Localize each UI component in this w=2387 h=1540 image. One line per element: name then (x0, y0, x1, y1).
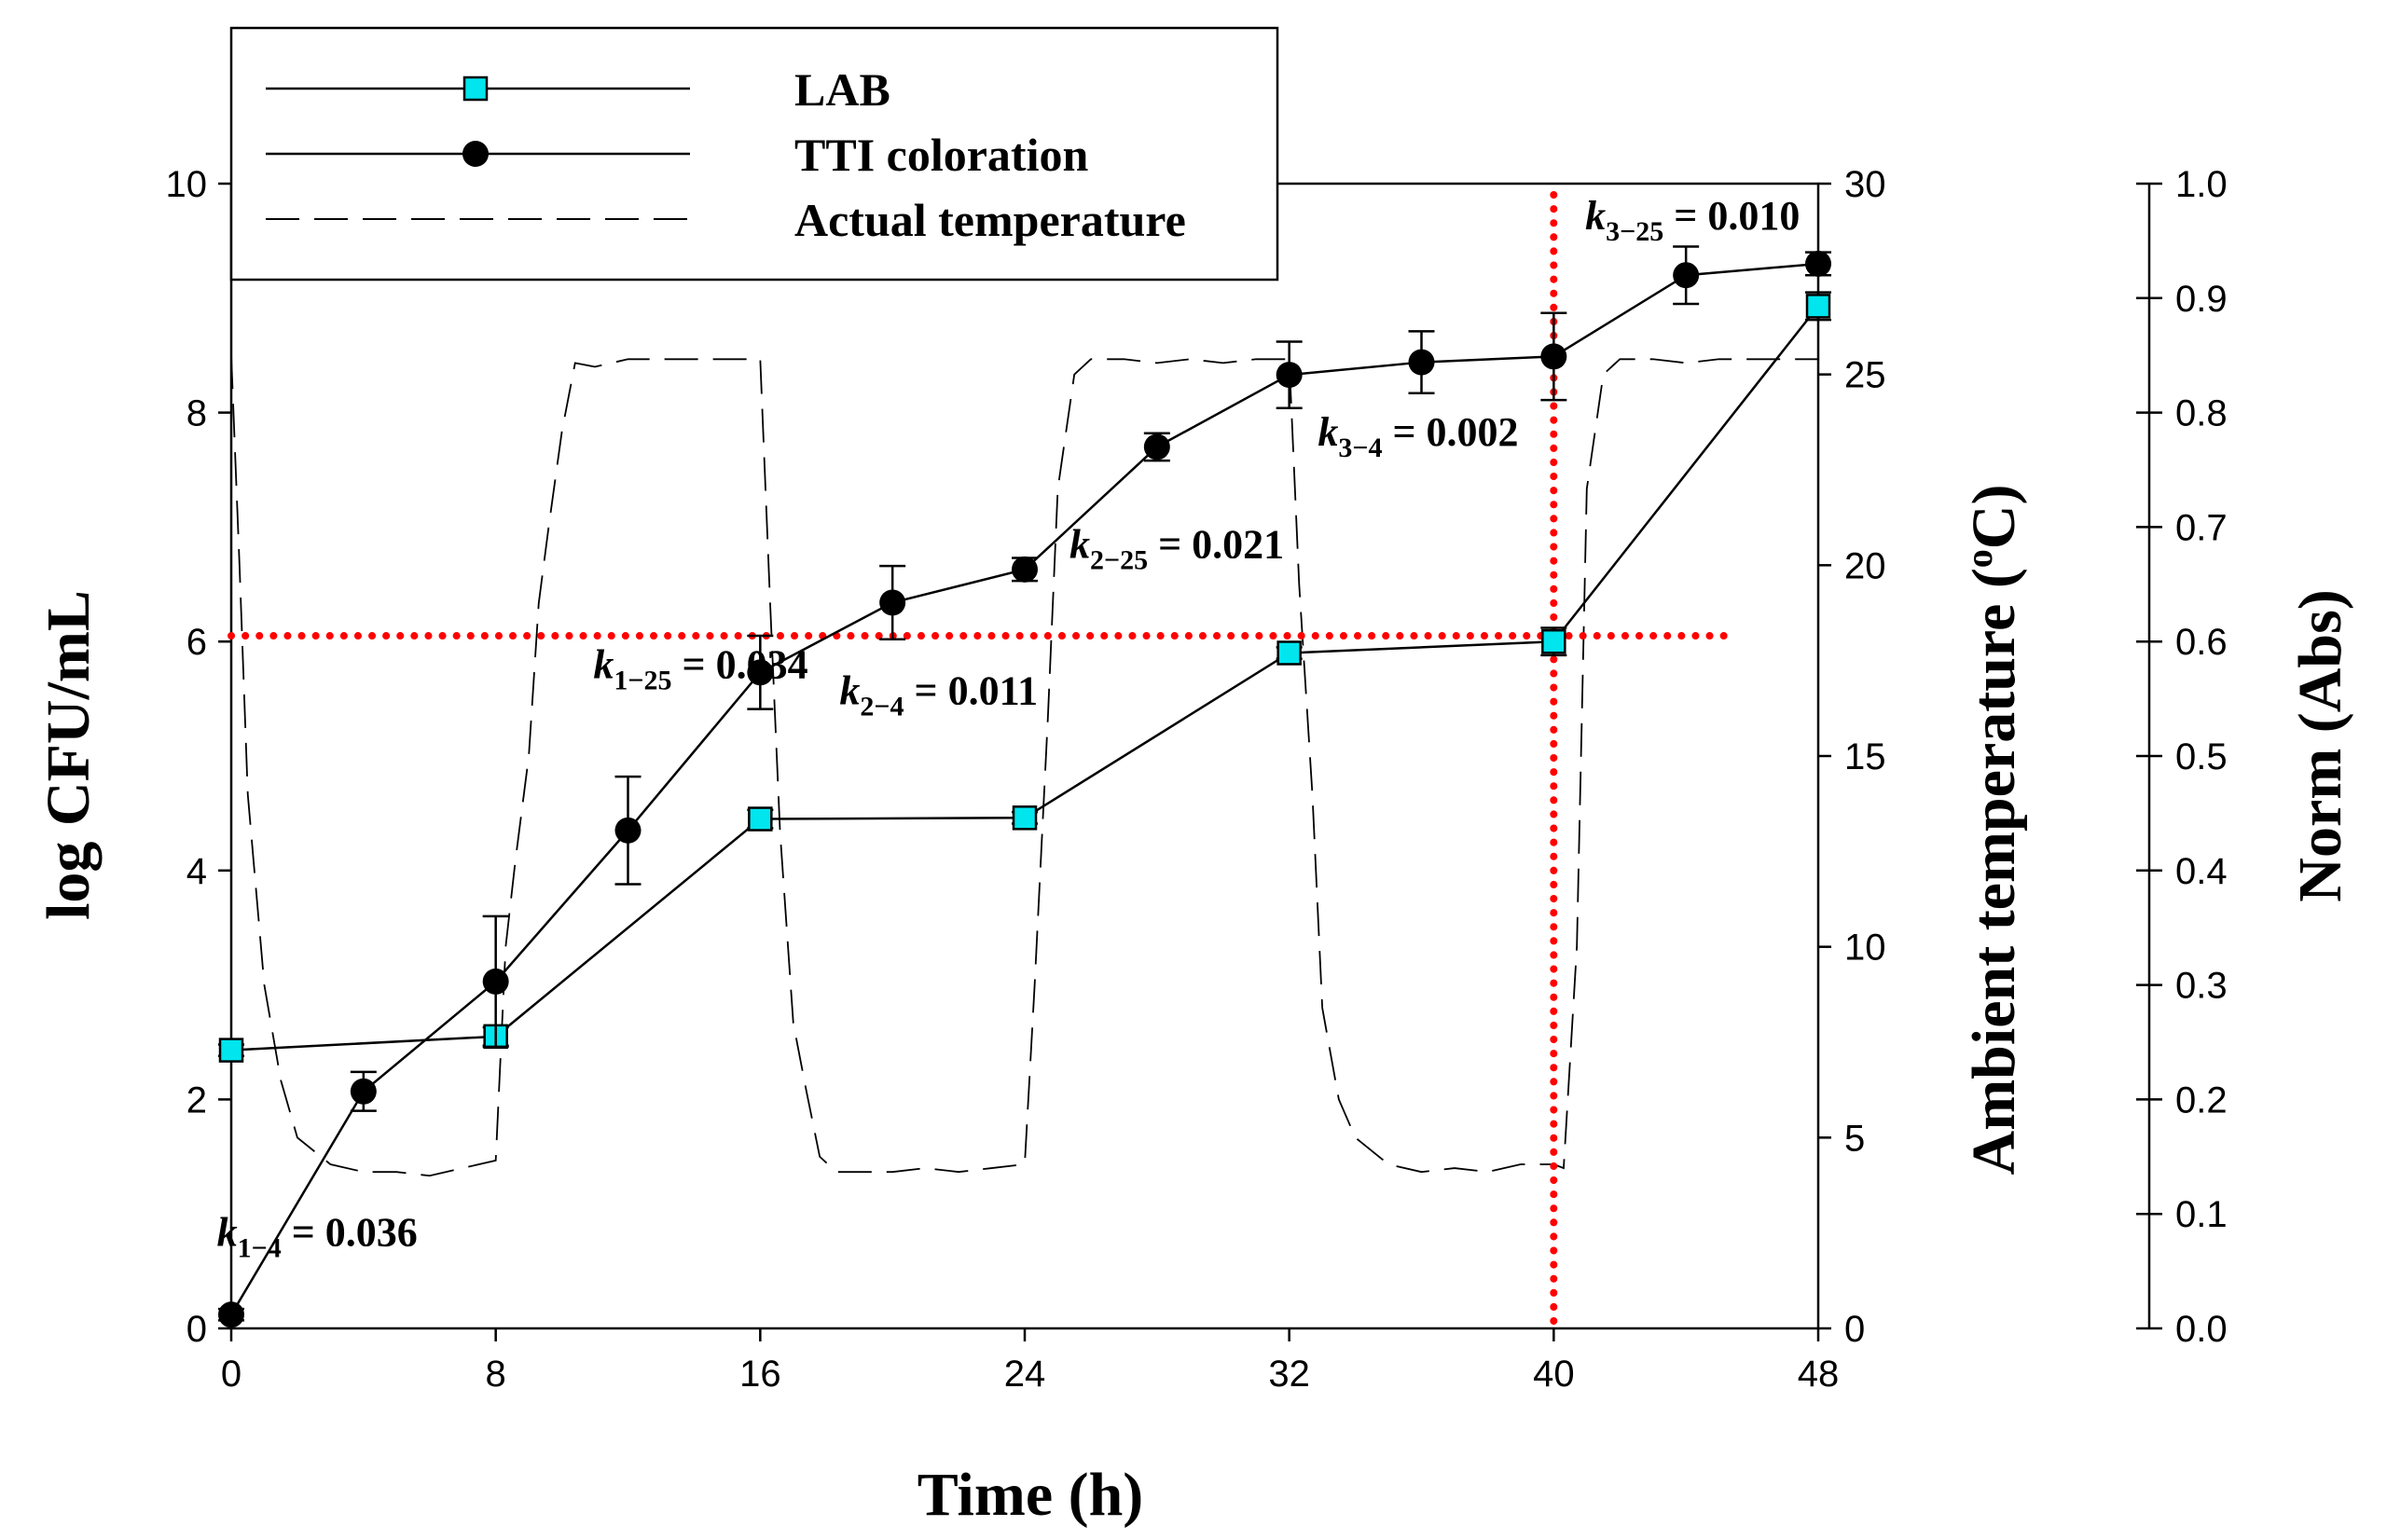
rate-annotation: k2−4 = 0.011 (839, 668, 1038, 722)
y3-axis-title: Norm (Abs) (2286, 589, 2354, 901)
y-axis-title: log CFU/mL (34, 590, 103, 920)
rate-annotation-value: = 0.011 (904, 668, 1039, 714)
lab-point (1276, 640, 1302, 666)
y3-tick-label: 0.5 (2175, 736, 2228, 777)
tti-point (879, 589, 906, 616)
y-tick-label: 0 (186, 1309, 207, 1350)
data-series (218, 245, 1831, 1328)
y2-axis-title-sup: o (1958, 549, 2000, 568)
y2-axis-title: Ambient temperature (oC) (1958, 485, 2028, 1176)
y3-tick-label: 0.1 (2175, 1194, 2228, 1235)
tti-point (1143, 433, 1170, 461)
y2-axis-title-open: ( (1960, 568, 2028, 588)
rate-annotation: k3−4 = 0.002 (1318, 409, 1518, 463)
rate-annotation: k1−25 = 0.034 (593, 641, 807, 695)
lab-point (748, 806, 773, 832)
x-tick-label: 8 (486, 1354, 506, 1395)
rate-annotation: k3−25 = 0.010 (1585, 193, 1800, 247)
tti-point (1540, 343, 1567, 370)
y3-tick-label: 0.2 (2175, 1079, 2228, 1121)
lab-point (1805, 294, 1831, 319)
x-tick-label: 0 (221, 1354, 241, 1395)
y-tick-label: 4 (186, 851, 207, 892)
y3-tick-label: 1.0 (2175, 164, 2228, 205)
y3-tick-label: 0.9 (2175, 279, 2228, 320)
tti-point (218, 1301, 244, 1328)
x-tick-label: 32 (1268, 1354, 1310, 1395)
y2-tick-label: 30 (1844, 164, 1886, 205)
rate-annotation-value: = 0.036 (282, 1210, 418, 1256)
x-axis-title: Time (h) (918, 1461, 1144, 1529)
x-tick-label: 40 (1533, 1354, 1575, 1395)
rate-annotation: k1−4 = 0.036 (217, 1210, 418, 1264)
legend-marker-tti (462, 141, 489, 167)
rate-annotation-k: k (839, 668, 860, 714)
y-tick-label: 10 (166, 164, 208, 205)
legend-label-tti: TTI coloration (794, 129, 1088, 181)
x-tick-label: 24 (1004, 1354, 1046, 1395)
legend-marker-lab (462, 76, 489, 102)
y3-tick-label: 0.4 (2175, 851, 2228, 892)
tti-point (1805, 250, 1831, 277)
y2-tick-label: 15 (1844, 736, 1886, 777)
reference-lines (228, 191, 1730, 1332)
rate-annotation-value: = 0.034 (672, 641, 808, 687)
tti-point (614, 817, 642, 844)
rate-annotation-sub: 1−4 (238, 1233, 282, 1264)
legend-label-temp: Actual temperature (794, 194, 1186, 246)
rate-annotation-sub: 2−25 (1090, 545, 1148, 576)
tti-point (1408, 349, 1435, 376)
lab-point (1541, 628, 1566, 654)
rate-annotation-k: k (593, 641, 614, 687)
x-tick-label: 16 (739, 1354, 781, 1395)
temperature-line (230, 355, 1818, 1177)
y-tick-label: 2 (186, 1079, 207, 1121)
legend-label-lab: LAB (794, 63, 890, 116)
lab-point (1012, 805, 1038, 831)
lab-point (218, 1038, 244, 1063)
tti-point (1276, 362, 1303, 389)
y2-tick-label: 0 (1844, 1309, 1865, 1350)
rate-annotation-k: k (217, 1210, 238, 1256)
y-tick-label: 6 (186, 622, 207, 663)
rate-annotation-sub: 1−25 (614, 665, 671, 695)
tti-point (1012, 556, 1038, 583)
y2-tick-label: 20 (1844, 545, 1886, 586)
y3-tick-label: 0.6 (2175, 622, 2228, 663)
rate-annotation-k: k (1069, 522, 1090, 568)
rate-annotation: k2−25 = 0.021 (1069, 522, 1284, 576)
rate-annotation-sub: 3−25 (1606, 216, 1663, 247)
rate-annotation-value: = 0.021 (1148, 522, 1284, 568)
y2-tick-label: 5 (1844, 1118, 1865, 1159)
tti-point (350, 1078, 377, 1105)
y3-tick-label: 0.8 (2175, 393, 2228, 434)
y2-tick-label: 10 (1844, 928, 1886, 969)
rate-annotation-sub: 2−4 (860, 692, 904, 722)
rate-annotation-k: k (1318, 409, 1338, 455)
rate-annotation-sub: 3−4 (1338, 433, 1382, 463)
y2-axis-title-unit: C) (1960, 485, 2028, 550)
y3-tick-label: 0.7 (2175, 507, 2228, 548)
y3-tick-label: 0.0 (2175, 1309, 2228, 1350)
rate-annotation-k: k (1585, 193, 1606, 239)
rate-annotation-value: = 0.010 (1663, 193, 1800, 239)
temperature-series (230, 355, 1818, 1177)
tti-point (1673, 262, 1700, 289)
tti-point (482, 968, 509, 995)
tti-point (747, 659, 774, 686)
legend: LAB TTI coloration Actual temperature (229, 26, 1279, 282)
x-tick-label: 48 (1798, 1354, 1840, 1395)
y3-tick-label: 0.3 (2175, 966, 2228, 1007)
axes: 0 8 16 24 32 40 4802468100510152025300.00.10.2… (166, 164, 2228, 1395)
y2-tick-label: 25 (1844, 355, 1886, 396)
rate-annotation-value: = 0.002 (1382, 409, 1518, 455)
y2-axis-title-main: Ambient temperature (1960, 604, 2028, 1176)
y-tick-label: 8 (186, 393, 207, 434)
